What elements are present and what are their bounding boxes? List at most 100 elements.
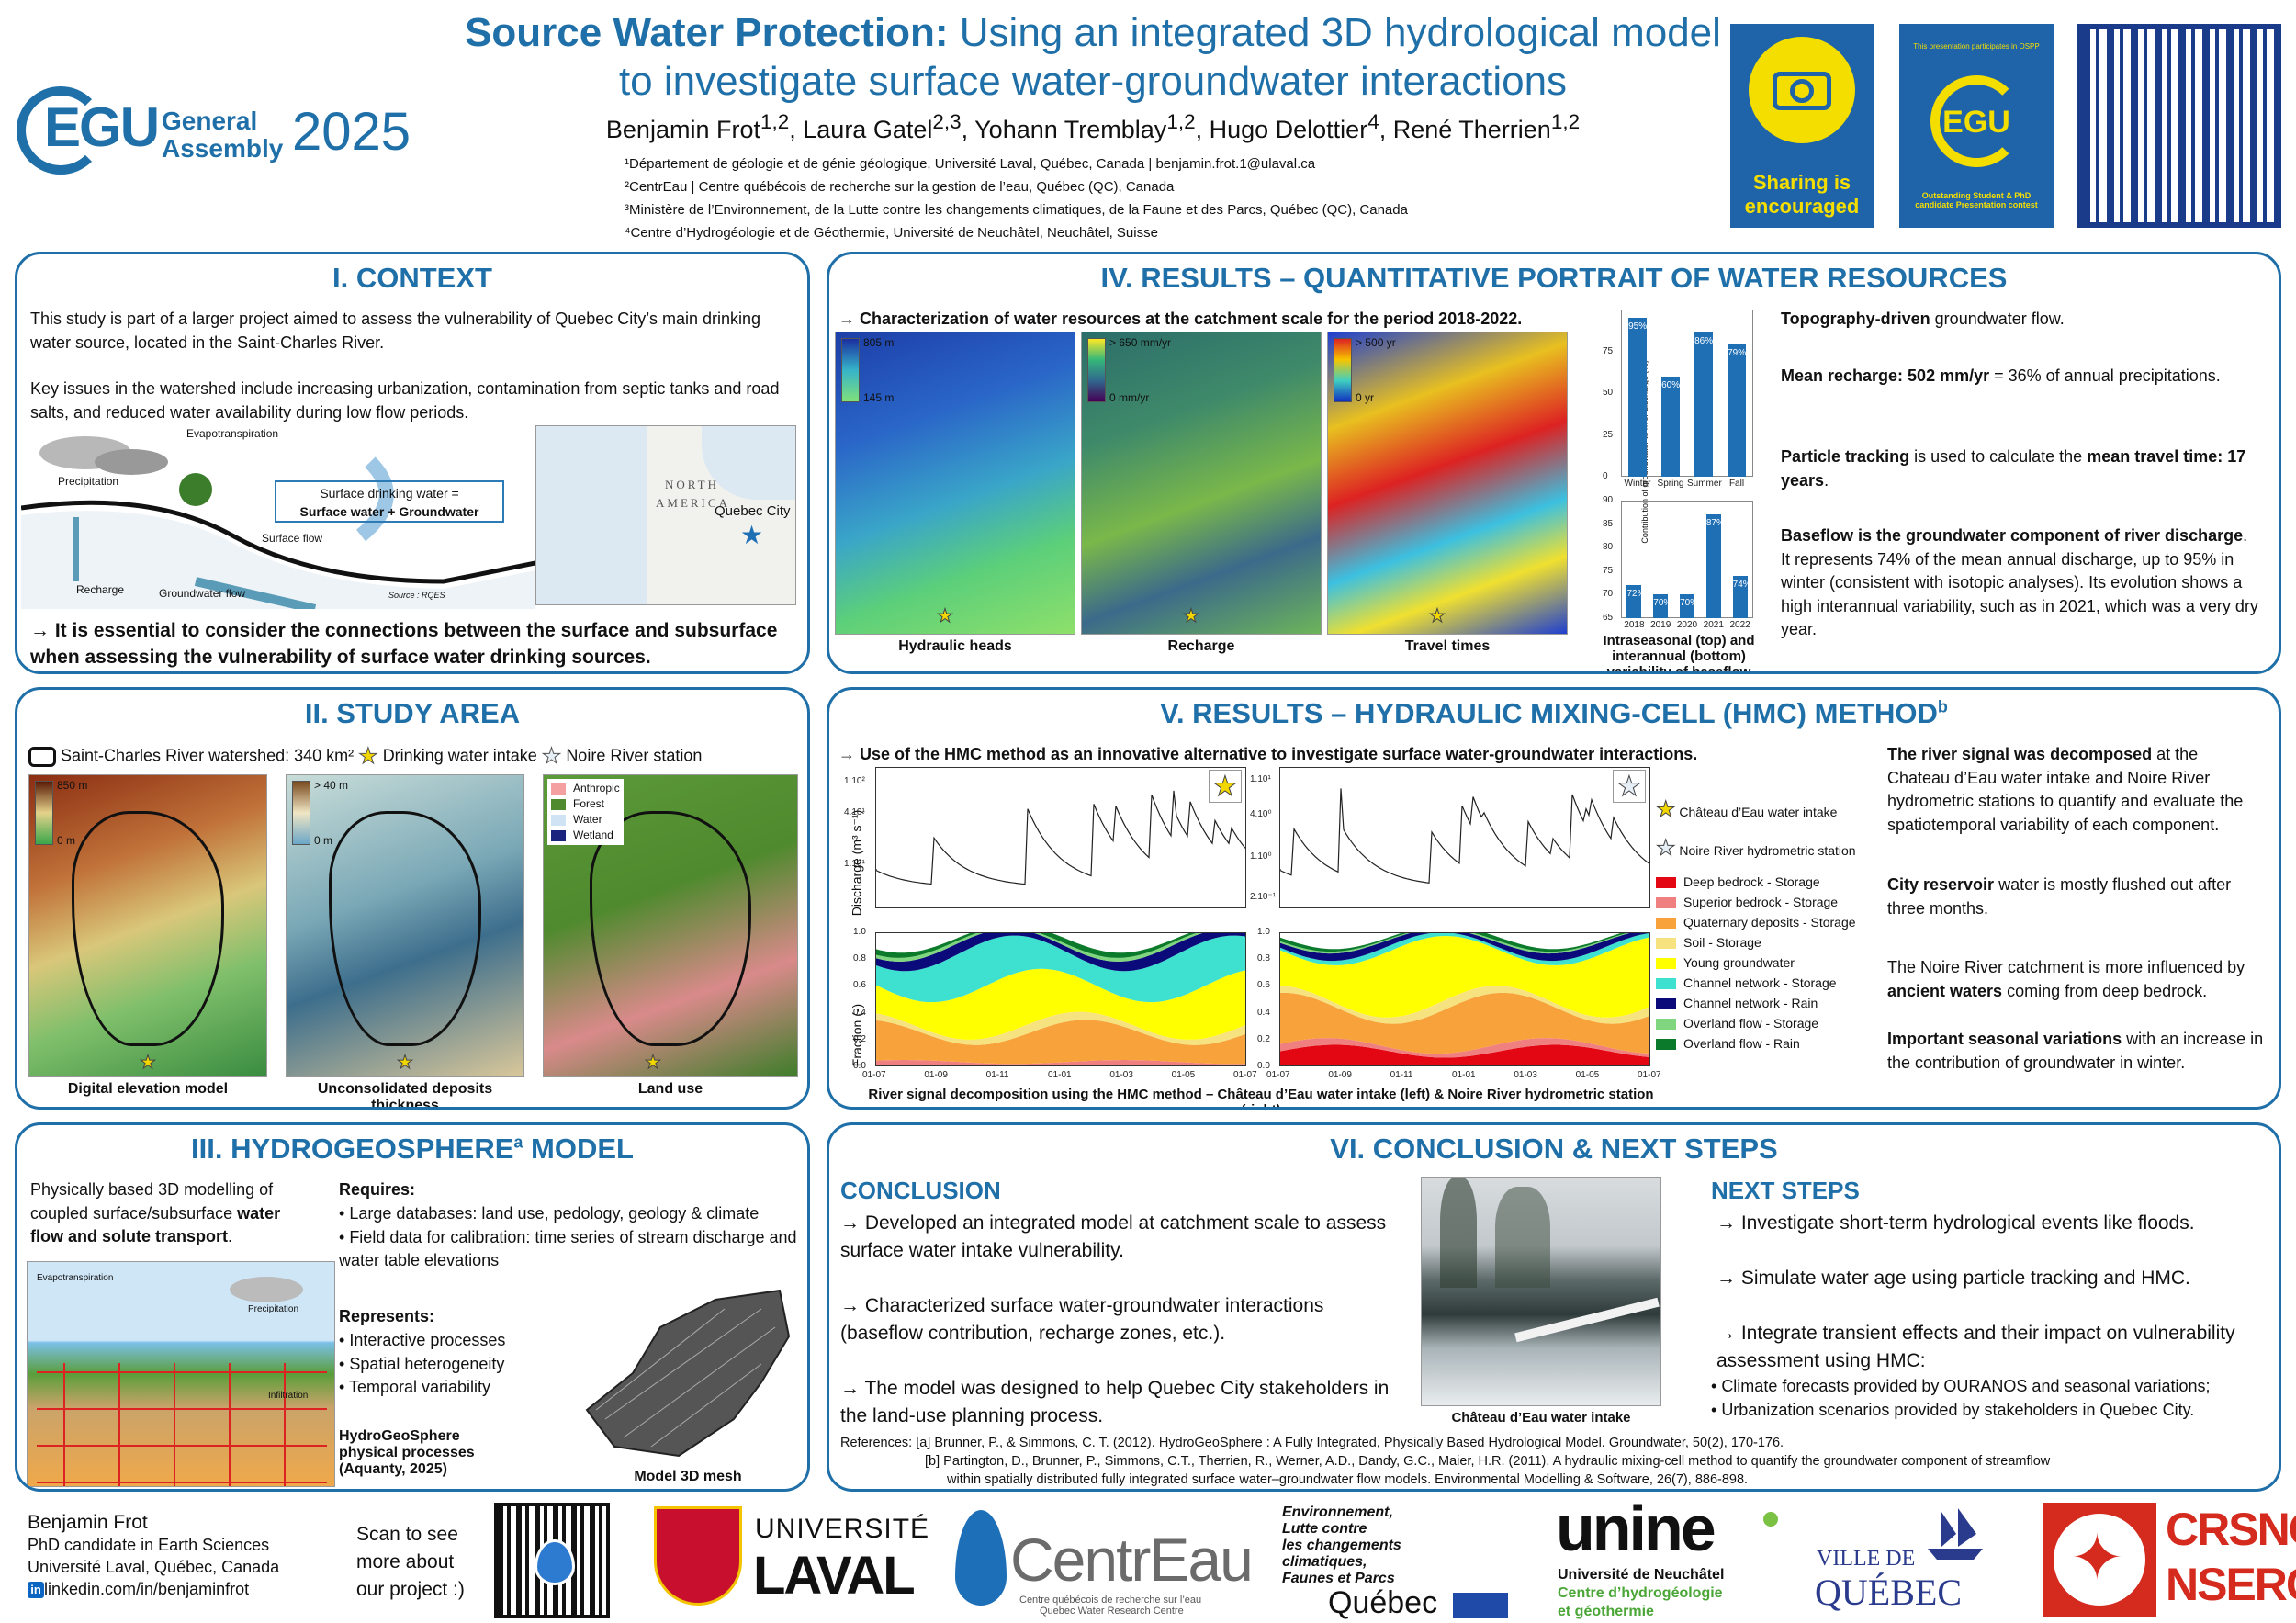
fraction-area (876, 933, 1203, 962)
water-intake-photo (1421, 1177, 1661, 1406)
authors: Benjamin Frot1,2, Laura Gatel2,3, Yohann… (605, 110, 1581, 143)
reference-b2: within spatially distributed fully integ… (947, 1472, 1749, 1487)
results4-subtitle: → Characterization of water resources at… (838, 310, 1523, 328)
fraction-tick: 0.8 (1257, 953, 1270, 964)
bar (1626, 585, 1642, 618)
study-title: II. STUDY AREA (304, 697, 521, 729)
date-tick: 01-09 (924, 1070, 948, 1080)
ville-quebec-logo: VILLE DE QUÉBEC (1815, 1506, 2008, 1617)
laval-shield-icon (654, 1506, 742, 1606)
category-label: Spring (1657, 479, 1684, 489)
fraction-area (1280, 933, 1629, 954)
y-tick-label: 65 (1603, 613, 1614, 623)
fraction-area (876, 1065, 1246, 1066)
context-panel: I. CONTEXT This study is part of a large… (15, 252, 810, 674)
fraction-area (876, 1020, 1245, 1065)
next-step-1: → Investigate short-term hydrological ev… (1716, 1212, 2195, 1234)
intake-legend-star-icon: ★ (1656, 797, 1676, 823)
fraction-tick: 0.0 (853, 1061, 866, 1071)
results5-point-4: Important seasonal variations with an in… (1887, 1030, 2264, 1072)
fraction-area (1280, 933, 1649, 965)
project-qr-code-icon[interactable] (494, 1503, 610, 1618)
unine-dot-icon (1763, 1512, 1778, 1527)
category-label: 2018 (1624, 620, 1645, 630)
centreau-logo: CentrEau Centre québécois de recherche s… (955, 1506, 1267, 1617)
discharge-line (875, 790, 1246, 885)
linkedin-link[interactable]: linkedin.com/in/benjaminfrot (44, 1580, 250, 1598)
watershed-legend-icon (28, 746, 56, 767)
station-star-icon: ★ (541, 744, 562, 770)
results4-point-2: Mean recharge: 502 mm/yr = 36% of annual… (1781, 366, 2221, 385)
hgs-title: III. HYDROGEOSPHEREa MODEL (191, 1133, 634, 1165)
category-label: 2021 (1703, 620, 1724, 630)
centreau-drop-icon (955, 1510, 1007, 1606)
fraction-area (876, 933, 1196, 958)
fraction-tick: 0.4 (853, 1007, 866, 1018)
travel-times-map: > 500 yr 0 yr ★ (1327, 332, 1568, 635)
results5-point-2: City reservoir water is mostly flushed o… (1887, 875, 2232, 918)
legend-swatch (1656, 958, 1676, 970)
date-tick: 01-03 (1109, 1070, 1133, 1080)
next-step-3: → Integrate transient effects and their … (1716, 1323, 2235, 1371)
reference-a: References: [a] Brunner, P., & Simmons, … (840, 1436, 1784, 1450)
category-label: 2022 (1729, 620, 1750, 630)
qr-code-icon[interactable] (2077, 24, 2281, 228)
landuse-map: Anthropic Forest Water Wetland ★ (543, 774, 798, 1077)
context-conclusion: → It is essential to consider the connec… (30, 620, 778, 668)
quebec-star-icon: ★ (740, 521, 764, 549)
fraction-area (1280, 1044, 1649, 1065)
fraction-area (1280, 1038, 1649, 1058)
date-tick: 01-07 (862, 1070, 886, 1080)
bar (1653, 594, 1669, 618)
results5-title: V. RESULTS – HYDRAULIC MIXING-CELL (HMC)… (1160, 697, 1948, 729)
date-tick: 01-11 (1390, 1070, 1413, 1080)
conclusion-title: VI. CONCLUSION & NEXT STEPS (1330, 1133, 1778, 1165)
category-label: 2019 (1650, 620, 1671, 630)
legend-swatch (1656, 918, 1676, 930)
hydrologic-cycle-drawing (20, 436, 536, 614)
poster-title: Source Water Protection: Using an integr… (465, 10, 1721, 104)
results4-title: IV. RESULTS – QUANTITATIVE PORTRAIT OF W… (1100, 262, 2008, 294)
bar-value-label: 72% (1626, 589, 1646, 600)
ospp-egu-icon (1930, 75, 2022, 167)
context-schema: Evapotranspiration Precipitation Recharg… (20, 425, 536, 614)
bar (1705, 514, 1721, 618)
egu-logo: EGU General Assembly 2025 (17, 81, 411, 182)
bar-value-label: 86% (1694, 336, 1714, 347)
conclusion-2: → Characterized surface water-groundwate… (840, 1295, 1324, 1344)
hmc-caption: River signal decomposition using the HMC… (868, 1087, 1654, 1107)
conclusion-panel: VI. CONCLUSION & NEXT STEPS CONCLUSION →… (827, 1122, 2281, 1492)
scan-text: Scan to see more about our project :) (356, 1524, 465, 1600)
y-tick-label: 50 (1603, 388, 1614, 398)
bar (1628, 318, 1647, 477)
context-p2: Key issues in the watershed include incr… (30, 379, 780, 422)
ospp-badge: This presentation participates in OSPP E… (1899, 24, 2054, 228)
dem-map: 850 m 0 m ★ (28, 774, 267, 1077)
y-tick-label: 85 (1603, 518, 1614, 529)
results4-panel: IV. RESULTS – QUANTITATIVE PORTRAIT OF W… (827, 252, 2281, 674)
deposits-caption: Unconsolidated deposits thickness (317, 1081, 493, 1110)
legend-swatch (1656, 1039, 1676, 1051)
bar-value-label: 74% (1732, 579, 1751, 590)
fraction-tick: 0.4 (1257, 1007, 1270, 1018)
hydrograph-right: ★ (1279, 767, 1650, 908)
fraction-left (875, 932, 1246, 1066)
hgs-intro: Physically based 3D modelling of coupled… (30, 1180, 281, 1246)
intake-star-icon: ★ (358, 744, 378, 770)
date-tick: 01-09 (1328, 1070, 1352, 1080)
results4-point-3: Particle tracking is used to calculate t… (1781, 447, 2246, 490)
fraction-tick: 1.0 (1257, 927, 1270, 937)
date-tick: 01-03 (1514, 1070, 1537, 1080)
bar (1732, 575, 1748, 618)
legend-swatch (1656, 877, 1676, 889)
fraction-area (1280, 992, 1649, 1054)
fraction-area (876, 1011, 1245, 1045)
component-legend-item: Channel network - Storage (1656, 973, 1876, 993)
bar-chart-frame (1621, 310, 1753, 477)
hydraulic-heads-caption: Hydraulic heads (898, 638, 1012, 654)
bar-value-label: 87% (1705, 518, 1725, 529)
deposits-map: > 40 m 0 m ★ (286, 774, 524, 1077)
linkedin-icon: in (28, 1582, 44, 1599)
category-label: Winter (1624, 479, 1651, 489)
hgs-panel: III. HYDROGEOSPHEREa MODEL Physically ba… (15, 1122, 810, 1492)
